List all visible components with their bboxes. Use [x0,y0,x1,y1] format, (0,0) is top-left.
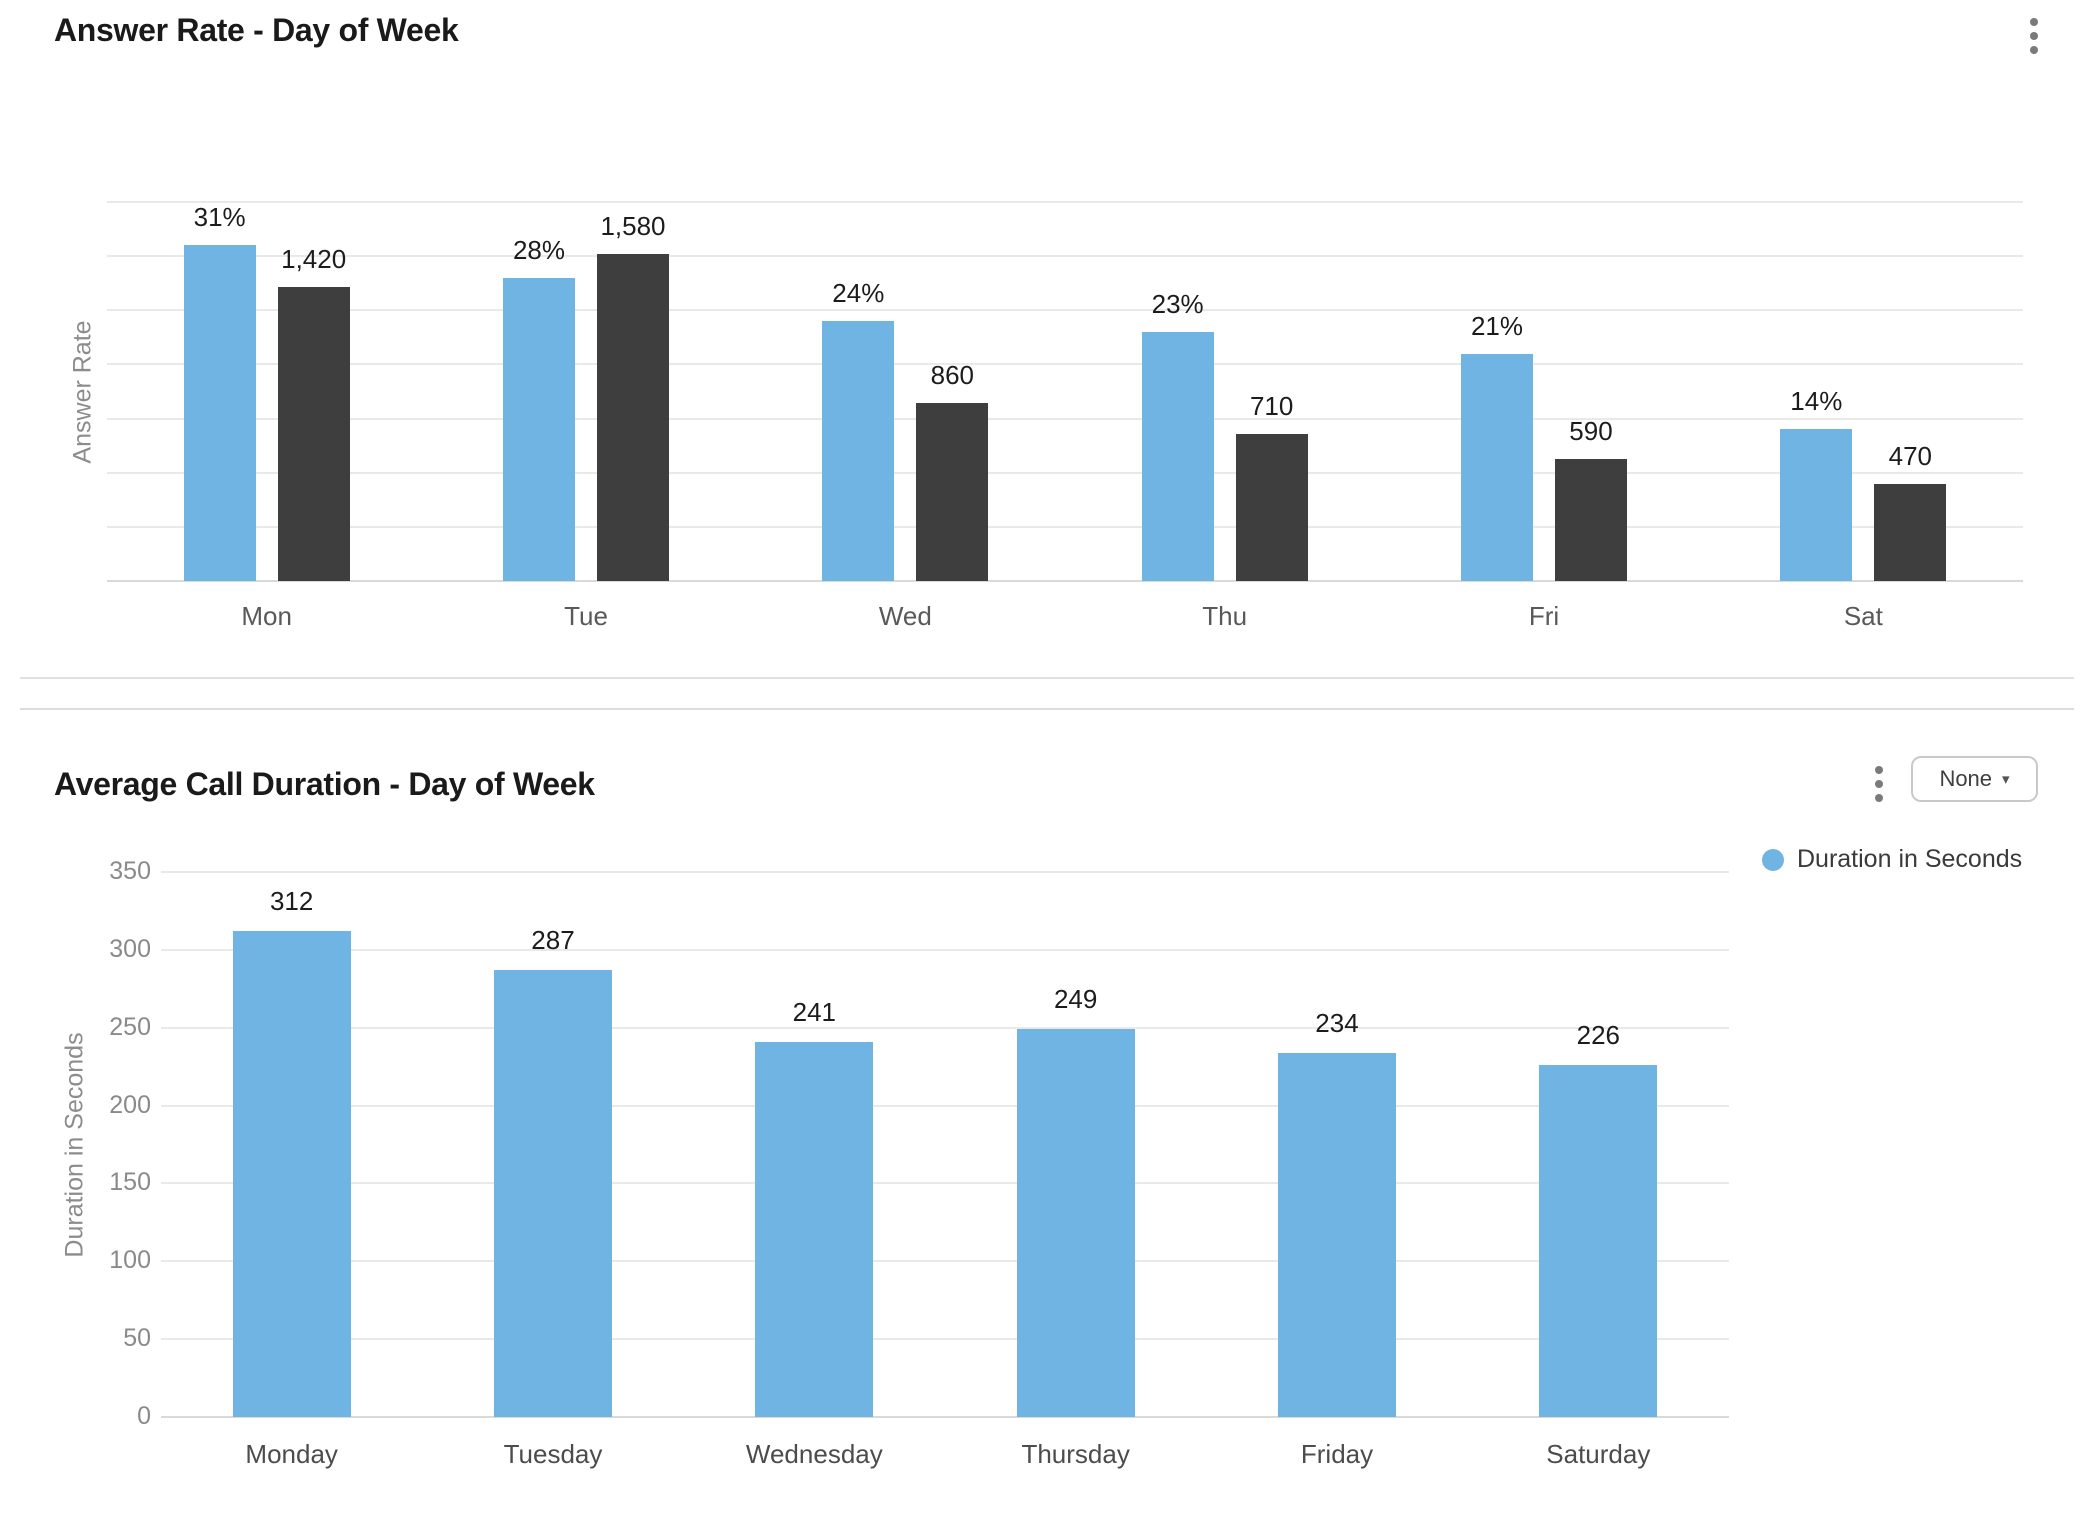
y-axis-tick-label: 50 [123,1324,151,1353]
gridline [107,201,2023,203]
duration-value-label: 226 [1576,1020,1621,1051]
duration-value-label: 249 [1053,984,1098,1015]
call-count-bar[interactable] [277,287,350,581]
duration-bar[interactable] [1278,1052,1396,1417]
answer-rate-value-label: 24% [832,278,885,309]
y-axis-tick-label: 300 [109,934,151,963]
legend-marker-icon [1762,848,1784,871]
duration-bar[interactable] [1016,1029,1135,1417]
duration-value-label: 234 [1315,1007,1359,1038]
gridline [161,1104,1729,1107]
none-dropdown[interactable]: None ▾ [1911,756,2038,802]
answer-rate-value-label: 31% [193,202,246,233]
answer-rate-bar[interactable] [1780,429,1853,581]
kebab-menu-icon[interactable] [1866,762,1892,806]
gridline [107,255,2023,258]
call-count-value-label: 590 [1569,415,1613,446]
gridline [107,580,2023,582]
y-axis-tick-label: 350 [109,857,151,885]
x-axis-label: Fri [1528,601,1560,631]
legend-label: Duration in Seconds [1797,845,2023,873]
gridline [161,1260,1729,1263]
answer-rate-bar[interactable] [1141,331,1214,581]
duration-bar[interactable] [232,931,351,1417]
answer-rate-card: Answer Rate - Day of Week Answer Rate 31… [0,0,2094,677]
duration-bar[interactable] [494,970,612,1417]
duration-bar[interactable] [755,1041,874,1417]
card-divider [20,677,2074,679]
y-axis-tick-label: 100 [109,1246,151,1275]
none-dropdown-label: None [1939,766,1993,791]
gridline [107,363,2023,366]
call-duration-chart-title: Average Call Duration - Day of Week [54,766,595,802]
answer-rate-value-label: 21% [1470,310,1524,341]
kebab-menu-icon[interactable] [2021,14,2047,58]
answer-rate-chart-title: Answer Rate - Day of Week [54,12,459,48]
answer-rate-value-label: 14% [1790,386,1843,417]
x-axis-label: Saturday [1546,1439,1651,1469]
gridline [107,471,2023,474]
y-axis-title: Duration in Seconds [60,1031,89,1258]
x-axis-label: Tuesday [503,1439,603,1469]
gridline [107,525,2023,528]
gridline [161,948,1729,951]
y-axis-tick-label: 200 [109,1090,151,1119]
x-axis-label: Thu [1202,601,1248,631]
x-axis-label: Thursday [1021,1439,1130,1469]
card-divider [20,708,2074,710]
call-count-value-label: 860 [930,360,975,391]
call-count-bar[interactable] [1874,483,1947,581]
call-count-bar[interactable] [597,254,669,581]
duration-value-label: 287 [531,925,575,956]
answer-rate-value-label: 28% [512,234,566,265]
gridline [161,1026,1729,1029]
answer-rate-bar[interactable] [822,321,895,581]
gridline [107,417,2023,420]
call-count-bar[interactable] [1235,434,1308,581]
answer-rate-value-label: 23% [1151,288,1204,319]
call-count-value-label: 1,580 [600,211,666,242]
gridline [161,871,1729,873]
x-axis-label: Tue [564,601,608,631]
call-count-value-label: 470 [1888,440,1933,471]
duration-value-label: 312 [269,886,314,917]
call-count-value-label: 710 [1249,391,1294,422]
duration-value-label: 241 [792,996,837,1027]
gridline [161,1182,1729,1185]
x-axis-label: Wed [878,601,932,631]
gridline [107,309,2023,312]
x-axis-label: Monday [245,1439,338,1469]
gridline [161,1416,1729,1418]
answer-rate-bar[interactable] [1461,353,1533,581]
duration-bar[interactable] [1539,1065,1658,1417]
answer-rate-plot: Answer Rate 31% 1,420 28% 1,580 24% 860 23% 710… [69,201,2023,631]
x-axis-label: Mon [241,601,292,631]
answer-rate-bar[interactable] [503,277,575,581]
caret-down-icon: ▾ [2002,770,2010,788]
y-axis-title: Answer Rate [68,319,97,464]
call-count-bar[interactable] [916,403,989,581]
call-count-bar[interactable] [1555,458,1627,581]
call-duration-plot: Duration in Seconds 350 300 250 200 150 100 50… [61,857,1729,1469]
x-axis-label: Wednesday [745,1439,883,1469]
call-duration-card: Average Call Duration - Day of Week None… [0,710,2094,1513]
legend-item[interactable]: Duration in Seconds [1762,845,2022,874]
x-axis-label: Sat [1843,601,1883,631]
y-axis-tick-label: 250 [109,1012,151,1041]
y-axis-tick-label: 0 [137,1402,151,1430]
gridline [161,1338,1729,1341]
x-axis-label: Friday [1300,1439,1374,1469]
call-count-value-label: 1,420 [281,244,347,275]
y-axis-tick-label: 150 [109,1168,151,1197]
answer-rate-bar[interactable] [183,245,256,581]
